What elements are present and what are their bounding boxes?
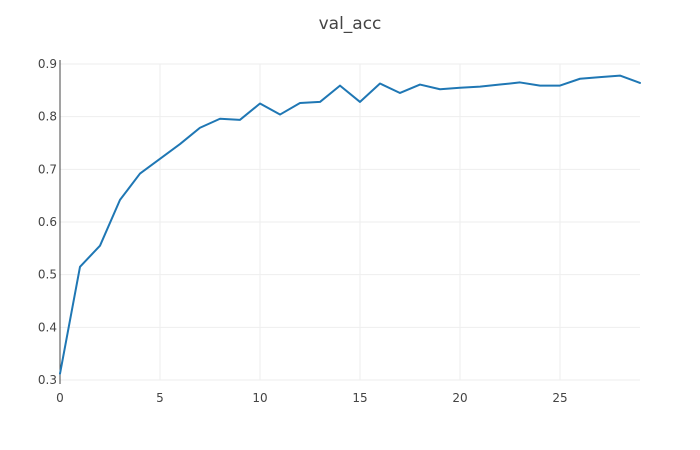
y-tick-label: 0.5 — [38, 268, 57, 282]
y-tick-label: 0.9 — [38, 57, 57, 71]
x-tick-label: 25 — [552, 391, 567, 405]
y-tick-label: 0.7 — [38, 162, 57, 176]
chart-title: val_acc — [319, 14, 382, 34]
series-layer — [59, 74, 641, 375]
series-line-0 — [59, 74, 641, 375]
grid-layer — [60, 63, 640, 381]
y-tick-label: 0.4 — [38, 320, 57, 334]
x-tick-label: 10 — [252, 391, 267, 405]
y-tick-label: 0.8 — [38, 110, 57, 124]
y-tick-label: 0.6 — [38, 215, 57, 229]
y-tick-label: 0.3 — [38, 373, 57, 387]
x-tick-label: 0 — [56, 391, 64, 405]
x-tick-label: 15 — [352, 391, 367, 405]
x-tick-label: 20 — [452, 391, 467, 405]
x-tick-label: 5 — [156, 391, 164, 405]
tick-layer: 0.3 0.4 0.5 0.6 0.7 0.8 0.9 0 5 10 15 20 25 — [38, 57, 568, 405]
